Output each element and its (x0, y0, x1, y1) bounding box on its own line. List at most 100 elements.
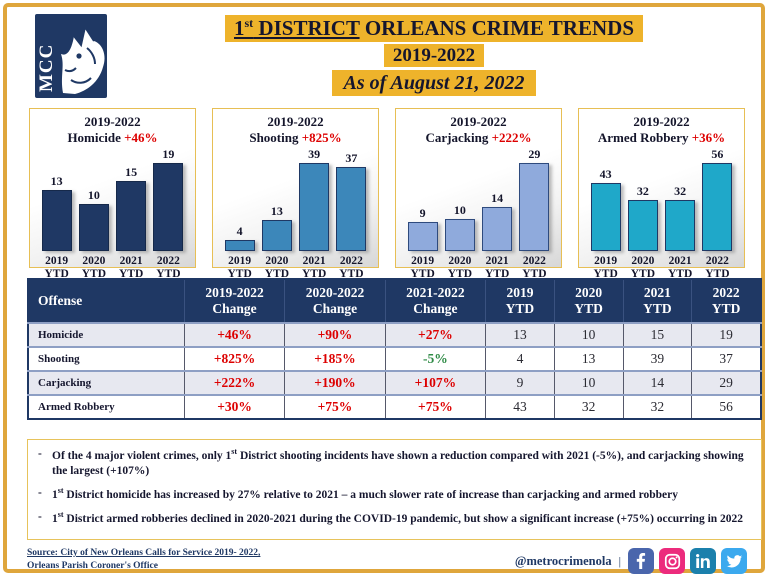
bar-value-label: 9 (419, 205, 426, 220)
bar (224, 239, 255, 251)
crime-table: Offense 2019-2022 Change 2020-2022 Change 2… (27, 278, 762, 421)
bar-group: 37 2022 YTD (333, 151, 370, 281)
offense-cell: Shooting (28, 346, 185, 372)
note-text: 1st District homicide has increased by 2… (52, 486, 678, 501)
bar-x-label: 2021 YTD (118, 254, 144, 280)
bar-x-label: 2021 YTD (667, 254, 693, 280)
ytd-cell: 43 (485, 394, 555, 420)
chart-title: 2019-2022 Armed Robbery +36% (597, 114, 726, 146)
chart-plot: 9 2019 YTD 10 2020 YTD 14 2021 YTD 29 20… (402, 147, 555, 281)
column-header: Offense (28, 279, 185, 324)
bar-group: 13 2020 YTD (258, 204, 295, 281)
note-bullet: -1st District homicide has increased by … (38, 486, 747, 503)
bar-x-label: 2019 YTD (227, 254, 252, 280)
ytd-cell: 19 (691, 322, 761, 348)
bar (153, 162, 184, 251)
chart-plot: 13 2019 YTD 10 2020 YTD 15 2021 YTD 19 2… (36, 147, 189, 281)
column-header: 2021-2022 Change (384, 279, 486, 324)
change-cell: +107% (384, 370, 486, 396)
chart-title: 2019-2022 Homicide +46% (67, 114, 158, 146)
bar (590, 182, 621, 251)
bar-group: 14 2021 YTD (479, 191, 516, 281)
bar (444, 218, 475, 251)
social-bar: @metrocrimenola | (515, 548, 747, 574)
ytd-cell: 14 (622, 370, 692, 396)
bar-group: 13 2019 YTD (38, 174, 75, 281)
chart-offense-label: Armed Robbery (597, 130, 692, 146)
charts-row: 2019-2022 Homicide +46% 13 2019 YTD 10 2… (29, 108, 745, 280)
source-attribution[interactable]: Source: City of New Orleans Calls for Se… (27, 547, 260, 573)
social-icons (628, 548, 747, 574)
linkedin-icon[interactable] (690, 548, 716, 574)
chart-shooting: 2019-2022 Shooting +825% 4 2019 YTD 13 2… (212, 108, 379, 280)
change-cell: +27% (384, 322, 486, 348)
bullet-dash: - (38, 511, 42, 524)
bar-value-label: 14 (491, 190, 504, 205)
notes-box: - Of the 4 major violent crimes, only 1st… (27, 439, 762, 540)
chart-change-label: +36% (691, 130, 726, 146)
chart-offense-label: Homicide (67, 130, 125, 146)
bar (78, 203, 109, 251)
bar-x-label: 2019 YTD (593, 254, 618, 280)
column-header: 2019 YTD (485, 279, 555, 324)
ytd-cell: 39 (622, 346, 692, 372)
column-header: 2019-2022 Change (183, 279, 285, 324)
bar-value-label: 29 (528, 146, 541, 161)
bar-x-label: 2020 YTD (264, 254, 290, 280)
change-cell: +190% (284, 370, 386, 396)
mcc-logo-text: MCC (36, 44, 57, 92)
ytd-cell: 13 (485, 322, 555, 348)
bar-value-label: 10 (453, 202, 466, 217)
bar-group: 9 2019 YTD (404, 206, 441, 281)
chart-carjacking: 2019-2022 Carjacking +222% 9 2019 YTD 10… (395, 108, 562, 280)
column-header: 2020-2022 Change (284, 279, 386, 324)
bar-group: 10 2020 YTD (75, 188, 112, 281)
bar-group: 56 2022 YTD (699, 147, 736, 281)
ytd-cell: 32 (553, 394, 624, 420)
bar-x-label: 2021 YTD (301, 254, 327, 280)
column-header: 2021 YTD (622, 279, 692, 324)
ytd-cell: 37 (691, 346, 761, 372)
bar-x-label: 2022 YTD (339, 254, 364, 280)
ytd-cell: 29 (691, 370, 761, 396)
change-cell: +46% (183, 322, 285, 348)
change-cell: +75% (284, 394, 386, 420)
source-line-1[interactable]: Source: City of New Orleans Calls for Se… (27, 548, 261, 558)
change-cell: +90% (284, 322, 386, 348)
bar (519, 162, 550, 251)
note-text: 1st District armed robberies declined in… (52, 510, 744, 525)
bar-x-label: 2021 YTD (484, 254, 510, 280)
bar-x-label: 2020 YTD (447, 254, 473, 280)
chart-title: 2019-2022 Carjacking +222% (425, 114, 532, 146)
note-text: Of the 4 major violent crimes, only 1st … (52, 447, 744, 477)
bar-x-label: 2020 YTD (630, 254, 656, 280)
header-titles: 1st DISTRICT ORLEANS CRIME TRENDS 2019-2… (117, 15, 751, 97)
facebook-icon[interactable] (628, 548, 654, 574)
bar (407, 221, 438, 251)
bar-x-label: 2022 YTD (522, 254, 547, 280)
ytd-cell: 13 (553, 346, 624, 372)
change-cell: +30% (183, 394, 285, 420)
bar-group: 15 2021 YTD (113, 165, 150, 281)
bar-x-label: 2022 YTD (705, 254, 730, 280)
chart-homicide: 2019-2022 Homicide +46% 13 2019 YTD 10 2… (29, 108, 196, 280)
chart-armed-robbery: 2019-2022 Armed Robbery +36% 43 2019 YTD… (578, 108, 745, 280)
change-cell: +825% (183, 346, 285, 372)
table-row-carjacking: Carjacking +222% +190% +107% 9 10 14 29 (28, 370, 761, 396)
bar-value-label: 32 (636, 183, 649, 198)
bar (336, 166, 367, 251)
mcc-logo: MCC (35, 14, 107, 98)
table-row-armed-robbery: Armed Robbery +30% +75% +75% 43 32 32 56 (28, 394, 761, 420)
chart-title: 2019-2022 Shooting +825% (249, 114, 342, 146)
as-of-date: As of August 21, 2022 (331, 69, 537, 97)
bar-group: 4 2019 YTD (221, 224, 258, 281)
instagram-icon[interactable] (659, 548, 685, 574)
bar-group: 19 2022 YTD (150, 147, 187, 281)
offense-cell: Homicide (28, 322, 185, 348)
chart-offense-label: Shooting (249, 130, 302, 146)
bar (665, 199, 696, 251)
bar-group: 32 2021 YTD (662, 184, 699, 281)
table-row-shooting: Shooting +825% +185% -5% 4 13 39 37 (28, 346, 761, 372)
bar-value-label: 56 (711, 146, 724, 161)
twitter-icon[interactable] (721, 548, 747, 574)
